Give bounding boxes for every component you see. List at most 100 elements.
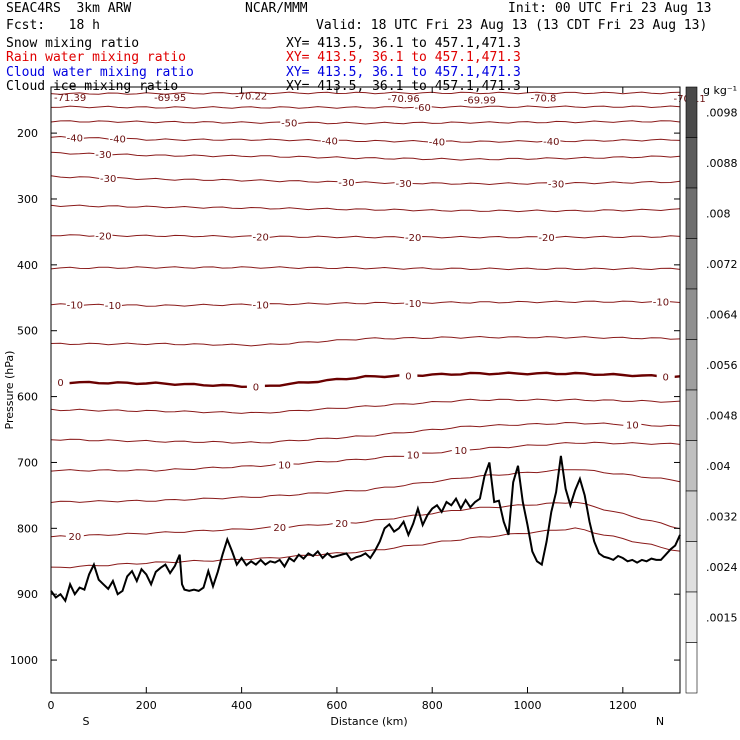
x-tick-label: 0 — [48, 699, 55, 712]
colorbar-swatch — [685, 86, 698, 138]
contour-label-bg — [404, 231, 423, 243]
colorbar-label: .0048 — [706, 409, 738, 422]
contour-label: -40 — [429, 137, 445, 148]
contour-label-bg — [337, 176, 356, 188]
contour-line--20 — [50, 234, 681, 239]
contour-label-bg — [404, 448, 423, 460]
colorbar-swatch — [685, 288, 698, 340]
contour-label-bg — [542, 135, 561, 147]
contour-label-bg — [413, 101, 432, 113]
colorbar-label: .0088 — [706, 157, 738, 170]
y-tick-label: 400 — [17, 259, 38, 272]
contour-label: 10 — [407, 451, 420, 462]
contour-label: 10 — [626, 421, 639, 432]
min-temp-label: -69.99 — [464, 96, 496, 107]
y-tick-label: 600 — [17, 391, 38, 404]
contour-label-bg — [65, 529, 84, 541]
contour-line--30 — [50, 151, 681, 161]
contour-label-bg — [65, 298, 84, 310]
contour-line--20 — [50, 204, 681, 213]
y-tick-label: 800 — [17, 522, 38, 535]
forecast-hour: Fcst: 18 h — [6, 18, 100, 33]
contour-label: -40 — [543, 137, 559, 148]
contour-label-bg — [51, 376, 70, 388]
valid-time: Valid: 18 UTC Fri 23 Aug 13 (13 CDT Fri … — [316, 18, 708, 33]
contour-line--10 — [50, 335, 681, 347]
contour-label: -30 — [395, 179, 411, 190]
contour-line-10 — [50, 441, 681, 472]
field-name-rain: Rain water mixing ratio — [6, 50, 187, 65]
contour-line-0 — [50, 398, 681, 414]
colorbar-label: .0072 — [706, 258, 738, 271]
x-tick-label: 800 — [422, 699, 443, 712]
contour-label: 20 — [68, 532, 81, 543]
x-tick-label: 1200 — [609, 699, 637, 712]
contour-line--60 — [50, 105, 681, 109]
contour-label: -40 — [322, 137, 338, 148]
contour-label-bg — [65, 131, 84, 143]
contour-label: -10 — [653, 298, 669, 309]
colorbar: .0098 .0088 .008 .0072 .0064 .0056 .0048 .004 .0… — [685, 84, 738, 694]
field-xy-snow: XY= 413.5, 36.1 to 457.1,471.3 — [286, 36, 521, 51]
colorbar-swatch — [685, 339, 698, 391]
north-end-label: N — [656, 715, 664, 728]
y-tick-label: 200 — [17, 127, 38, 140]
contour-label-bg — [251, 298, 270, 310]
contour-label-bg — [404, 296, 423, 308]
temperature-contours: -60 -50 -40 -40 -40 -40 -40 -30 -30 -30 -30 -30 -20 -… — [50, 92, 706, 569]
contour-line--10 — [50, 300, 681, 307]
colorbar-label: .0015 — [706, 611, 738, 624]
y-tick-label: 700 — [17, 456, 38, 469]
contour-label-bg — [623, 418, 642, 430]
colorbar-label: .0024 — [706, 561, 738, 574]
contour-label-bg — [451, 444, 470, 456]
contour-line--30 — [50, 175, 681, 186]
min-temp-label: -71.39 — [54, 93, 86, 104]
y-tick-label: 500 — [17, 325, 38, 338]
contour-label: -10 — [252, 300, 268, 311]
x-axis-label: Distance (km) — [330, 715, 407, 728]
contour-label: 20 — [273, 523, 286, 534]
axes: 0 200 400 600 800 1000 12002003004005006007008… — [10, 87, 680, 712]
contour-label: -20 — [252, 233, 268, 244]
contour-label-bg — [270, 521, 289, 533]
colorbar-unit: g kg⁻¹ — [703, 84, 737, 97]
contour-label: -40 — [110, 135, 126, 146]
contour-label-bg — [651, 295, 670, 307]
contour-label: -30 — [548, 179, 564, 190]
south-end-label: S — [83, 715, 90, 728]
contour-label: -50 — [281, 119, 297, 130]
colorbar-swatch — [685, 238, 698, 290]
x-tick-label: 200 — [136, 699, 157, 712]
contour-label: -10 — [67, 301, 83, 312]
contour-label: -30 — [95, 150, 111, 161]
contour-label: -10 — [105, 301, 121, 312]
contour-label: -30 — [338, 178, 354, 189]
field-xy-rain: XY= 413.5, 36.1 to 457.1,471.3 — [286, 50, 521, 65]
y-tick-label: 900 — [17, 588, 38, 601]
min-temp-label: -70.96 — [388, 94, 420, 105]
contour-label-bg — [399, 369, 418, 381]
colorbar-label: .0032 — [706, 510, 738, 523]
contour-label-bg — [320, 134, 339, 146]
contour-label: 20 — [335, 519, 348, 530]
contour-label: 10 — [454, 446, 467, 457]
y-axis-label: Pressure (hPa) — [3, 351, 16, 430]
init-time: Init: 00 UTC Fri 23 Aug 13 — [508, 1, 712, 16]
contour-line-20 — [50, 501, 681, 538]
contour-label-bg — [656, 370, 675, 382]
colorbar-swatch — [685, 490, 698, 542]
terrain-profile — [50, 455, 681, 604]
contour-label-bg — [108, 132, 127, 144]
contour-label-bg — [427, 135, 446, 147]
field-name-snow: Snow mixing ratio — [6, 36, 140, 51]
field-name-cloud-water: Cloud water mixing ratio — [6, 65, 194, 80]
contour-line-10 — [50, 421, 681, 444]
contour-label-bg — [94, 148, 113, 160]
source-label: NCAR/MMM — [245, 1, 308, 16]
contour-label-bg — [251, 230, 270, 242]
contour-label: 0 — [57, 378, 63, 389]
colorbar-label: .004 — [706, 460, 731, 473]
contour-label: -20 — [538, 233, 554, 244]
contour-label: 10 — [278, 460, 291, 471]
